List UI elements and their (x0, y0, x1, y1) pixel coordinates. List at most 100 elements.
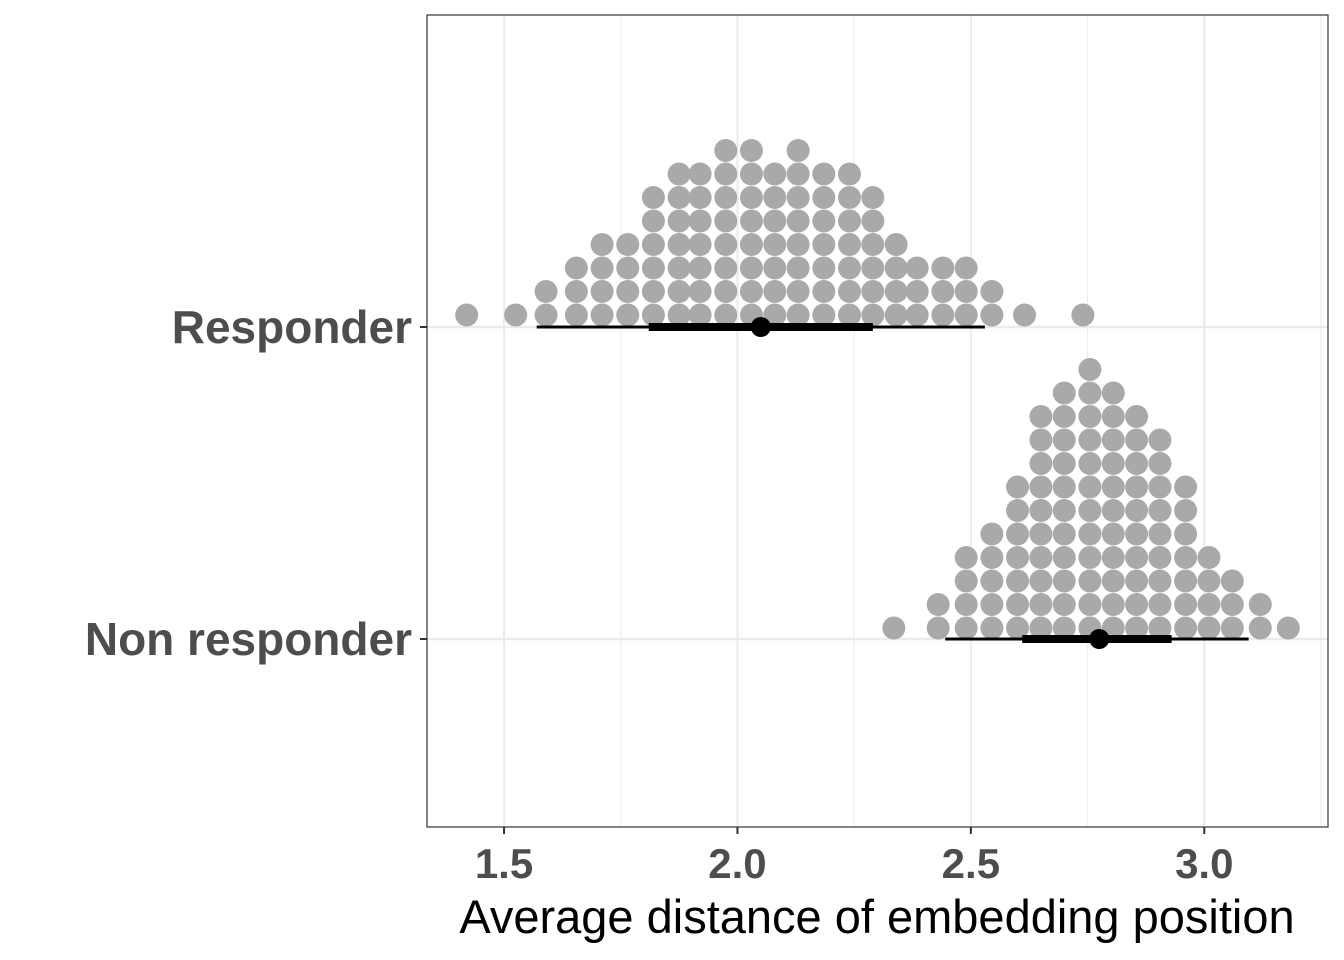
data-dot (1052, 616, 1076, 640)
data-dot (667, 233, 691, 256)
data-dot (564, 256, 588, 280)
data-dot (641, 256, 665, 280)
data-dot (926, 616, 950, 640)
median-point (1089, 629, 1110, 649)
data-dot (616, 280, 640, 303)
panel-border (426, 14, 1329, 828)
data-dot (1006, 475, 1030, 499)
data-dot (1052, 499, 1076, 522)
x-tick-label: 2.5 (942, 840, 1000, 887)
data-dot (1101, 381, 1125, 405)
x-tick-label: 1.5 (475, 840, 533, 887)
data-dot (534, 303, 558, 327)
data-dot (837, 303, 861, 327)
data-dot (1174, 475, 1198, 499)
data-dot (739, 186, 763, 209)
data-dot (1071, 303, 1095, 327)
data-dot (688, 280, 712, 303)
data-dot (1148, 499, 1172, 522)
data-dot (837, 162, 861, 186)
data-dot (616, 233, 640, 256)
data-dot (1052, 522, 1076, 546)
data-dot (1101, 546, 1125, 569)
data-dot (786, 303, 810, 327)
data-dot (1078, 546, 1102, 569)
data-dot (1052, 546, 1076, 569)
data-dot (786, 280, 810, 303)
data-dot (1148, 452, 1172, 475)
data-dot (739, 280, 763, 303)
data-dot (688, 303, 712, 327)
data-dot (688, 256, 712, 280)
data-dot (1029, 405, 1053, 428)
data-dot (812, 162, 836, 186)
data-dot (884, 280, 908, 303)
data-dot (564, 303, 588, 327)
data-dot (837, 256, 861, 280)
data-dot (837, 280, 861, 303)
data-dot (786, 256, 810, 280)
data-dot (590, 233, 614, 256)
data-dot (590, 280, 614, 303)
data-dot (504, 303, 528, 327)
x-axis-title: Average distance of embedding position (459, 890, 1294, 943)
data-dot (641, 186, 665, 209)
data-dot (1052, 593, 1076, 616)
data-dot (763, 280, 787, 303)
data-dot (1078, 522, 1102, 546)
data-dot (1101, 428, 1125, 452)
data-dot (714, 280, 738, 303)
data-dot (980, 616, 1004, 640)
data-dot (1148, 616, 1172, 640)
data-dot (534, 280, 558, 303)
data-dot (1125, 593, 1149, 616)
data-dot (1174, 569, 1198, 593)
data-dot (1148, 593, 1172, 616)
data-dot (1101, 569, 1125, 593)
data-dot (1174, 499, 1198, 522)
data-dot (1078, 358, 1102, 381)
data-dot (954, 569, 978, 593)
data-dot (739, 162, 763, 186)
data-dot (688, 209, 712, 233)
dot-layer (455, 139, 1300, 640)
data-dot (884, 256, 908, 280)
data-dot (837, 233, 861, 256)
data-dot (1125, 569, 1149, 593)
data-dot (1029, 546, 1053, 569)
data-dot (1101, 475, 1125, 499)
data-dot (714, 139, 738, 162)
interval-layer (536, 317, 1249, 649)
data-dot (1101, 452, 1125, 475)
data-dot (1148, 428, 1172, 452)
data-dot (641, 209, 665, 233)
data-dot (714, 256, 738, 280)
data-dot (667, 209, 691, 233)
data-dot (1029, 428, 1053, 452)
data-dot (763, 162, 787, 186)
data-dot (590, 256, 614, 280)
data-dot (812, 209, 836, 233)
data-dot (954, 256, 978, 280)
data-dot (812, 280, 836, 303)
data-dot (739, 139, 763, 162)
data-dot (1101, 593, 1125, 616)
data-dot (714, 186, 738, 209)
data-dot (739, 209, 763, 233)
data-dot (763, 303, 787, 327)
data-dot (786, 139, 810, 162)
data-dot (1101, 499, 1125, 522)
data-dot (1052, 381, 1076, 405)
data-dot (714, 209, 738, 233)
data-dot (837, 186, 861, 209)
data-dot (763, 186, 787, 209)
data-dot (980, 546, 1004, 569)
data-dot (1029, 616, 1053, 640)
data-dot (1125, 546, 1149, 569)
data-dot (763, 209, 787, 233)
data-dot (1029, 593, 1053, 616)
data-dot (1125, 405, 1149, 428)
data-dot (1174, 546, 1198, 569)
y-category-label: Non responder (85, 613, 412, 665)
data-dot (1197, 569, 1221, 593)
